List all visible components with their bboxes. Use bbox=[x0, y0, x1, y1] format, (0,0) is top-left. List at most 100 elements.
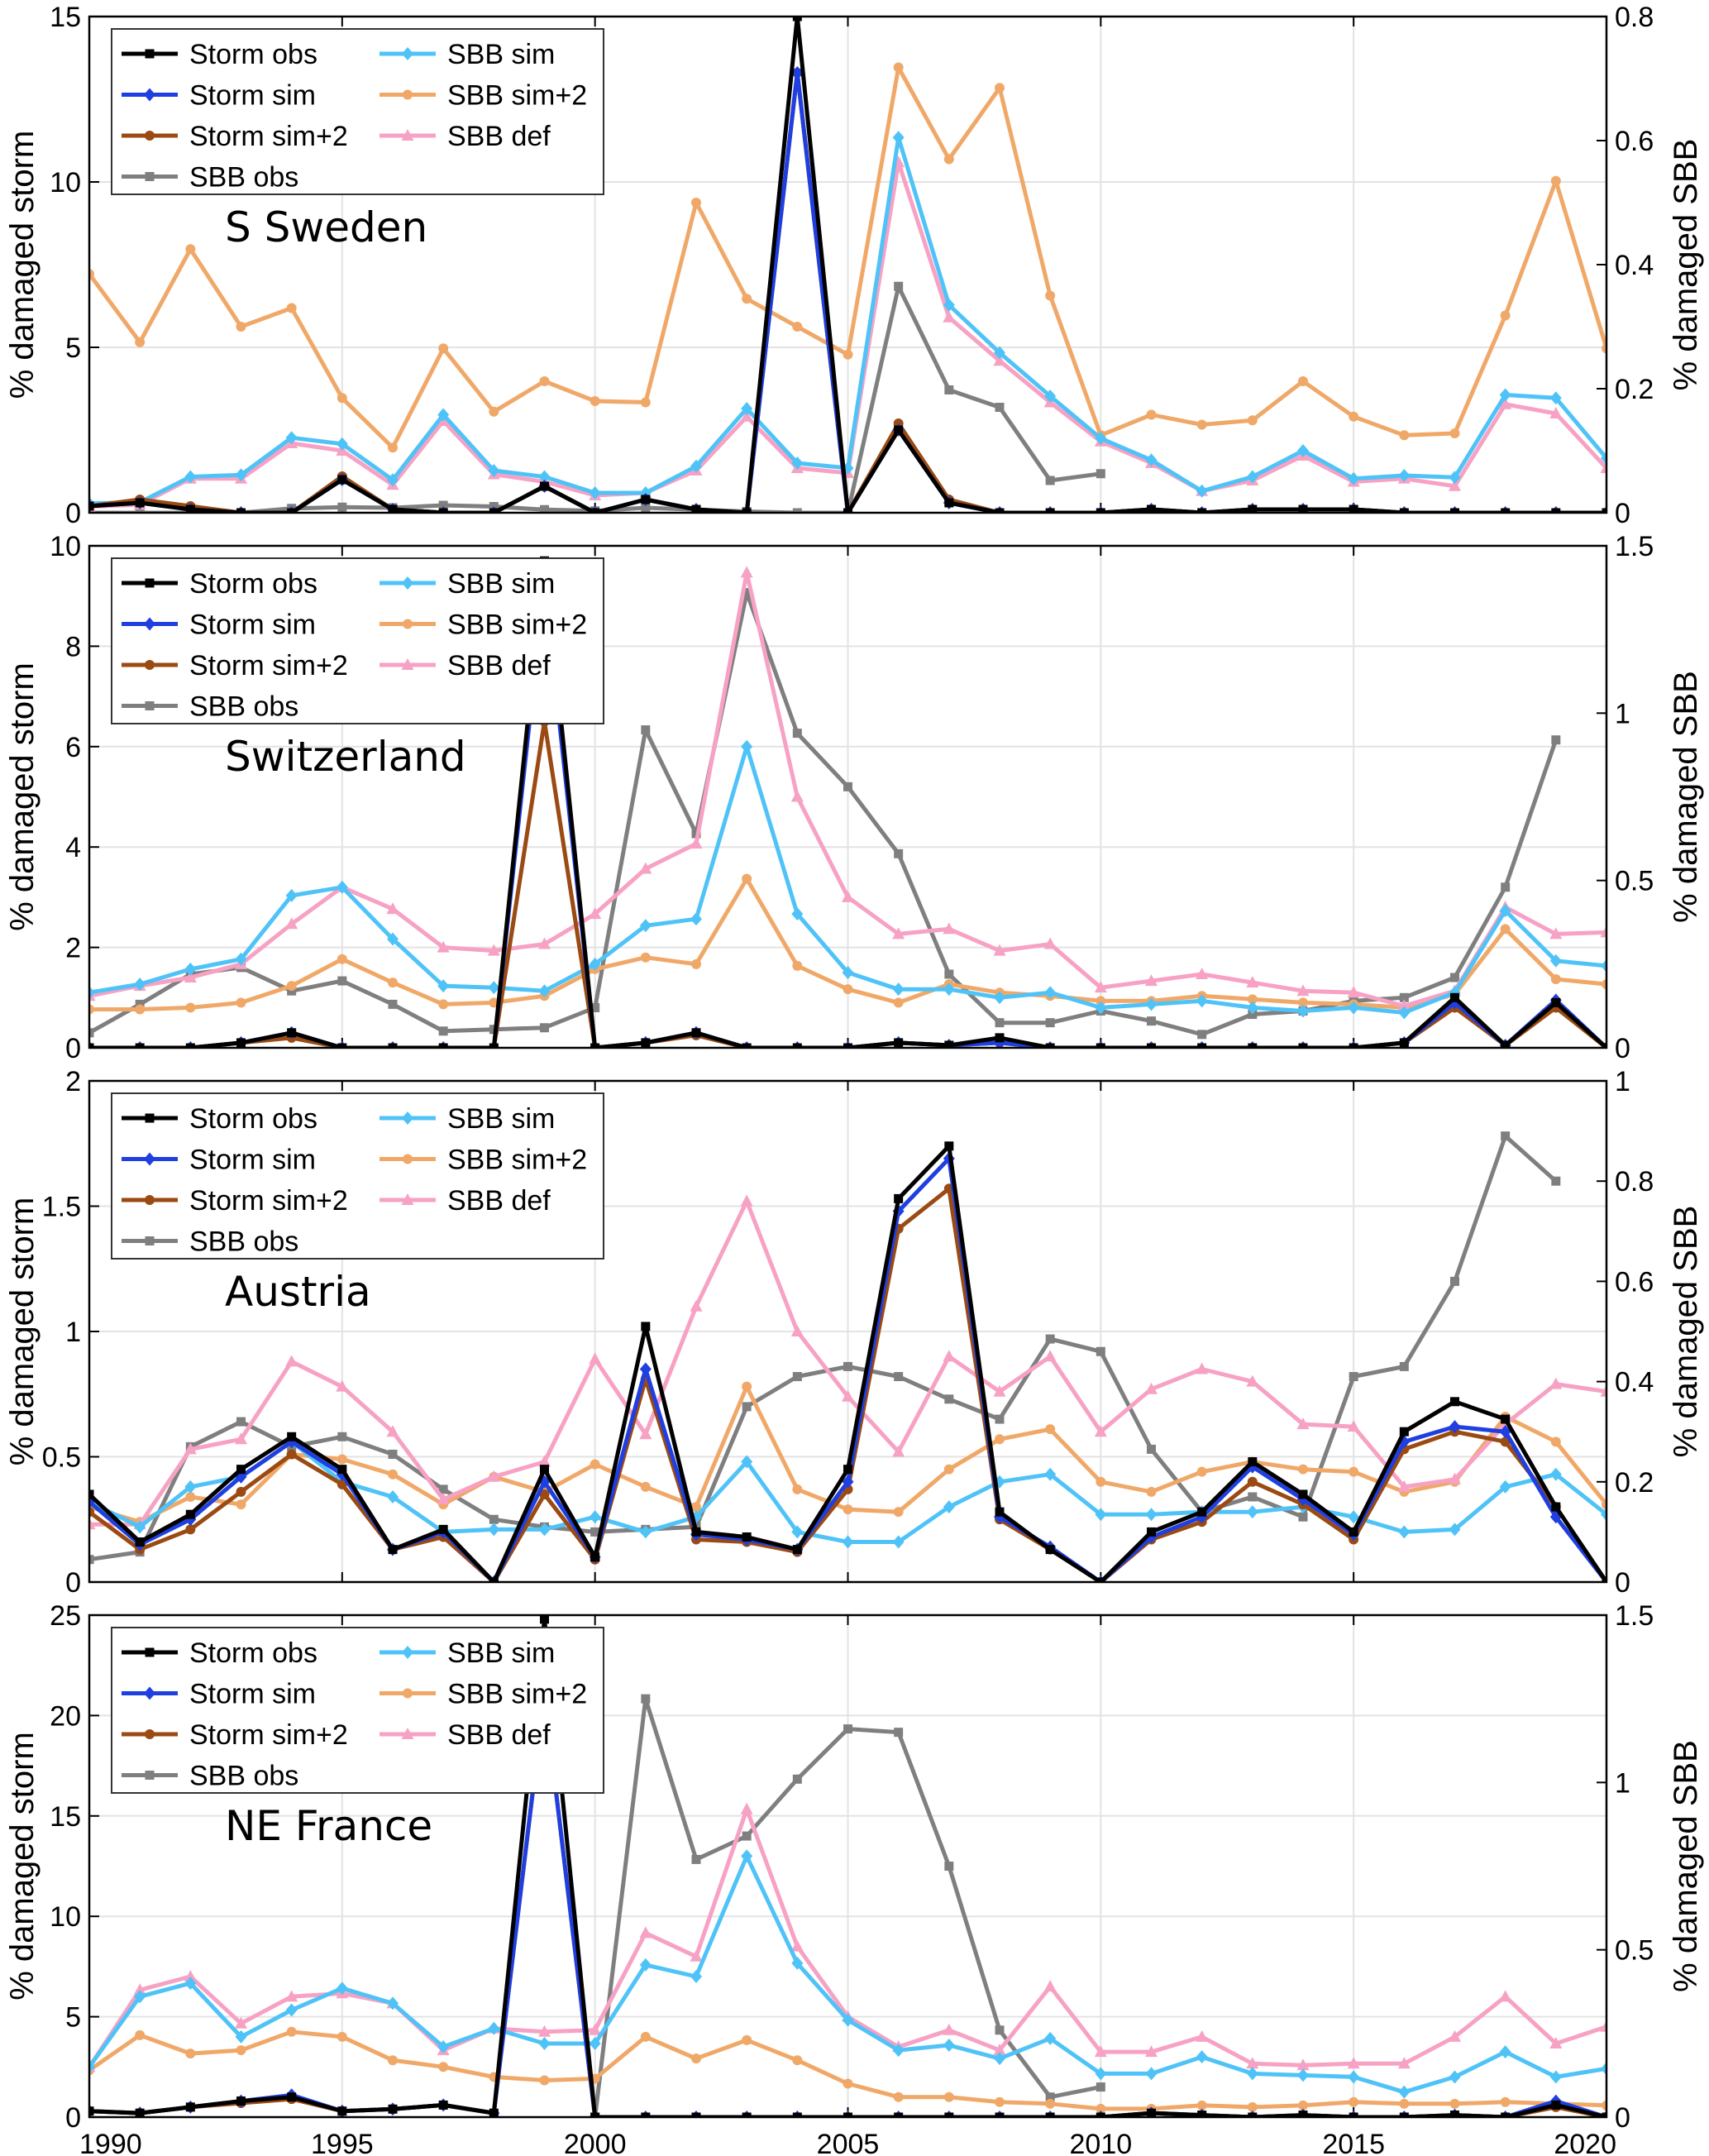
data-point-sbb-sim bbox=[1549, 1467, 1562, 1481]
data-point-sbb-simplus2 bbox=[236, 322, 246, 332]
data-point-sbb-obs bbox=[1399, 992, 1409, 1002]
data-point-sbb-simplus2 bbox=[438, 343, 449, 354]
data-point-storm-simplus2 bbox=[1247, 1476, 1258, 1487]
data-point-sbb-obs bbox=[641, 725, 651, 735]
data-point-sbb-def bbox=[842, 1389, 854, 1402]
data-point-sbb-sim bbox=[1044, 390, 1057, 403]
legend-label-storm-sim: Storm sim bbox=[189, 1145, 316, 1176]
data-point-sbb-simplus2 bbox=[640, 1481, 651, 1492]
data-point-storm-obs bbox=[792, 1545, 802, 1555]
data-point-sbb-def bbox=[1347, 2057, 1360, 2069]
y-tick-label-left: 0 bbox=[65, 1033, 81, 1064]
legend-marker-sbb-obs bbox=[145, 172, 155, 181]
data-point-sbb-def bbox=[1145, 1382, 1158, 1394]
x-tick-label: 2010 bbox=[1070, 2129, 1133, 2156]
legend-label-storm-sim: Storm sim bbox=[189, 1679, 316, 1710]
data-point-sbb-sim bbox=[336, 437, 348, 451]
data-point-sbb-obs bbox=[1096, 2082, 1105, 2092]
data-point-storm-obs bbox=[944, 1141, 954, 1151]
data-point-sbb-simplus2 bbox=[388, 978, 398, 988]
data-point-sbb-sim bbox=[1095, 1508, 1107, 1522]
data-point-sbb-obs bbox=[438, 500, 448, 510]
data-point-sbb-obs bbox=[944, 969, 954, 979]
data-point-sbb-obs bbox=[944, 1862, 954, 1871]
legend-label-sbb-obs: SBB obs bbox=[189, 1761, 298, 1792]
data-point-sbb-simplus2 bbox=[185, 244, 196, 255]
data-point-sbb-def bbox=[1296, 2058, 1310, 2071]
data-point-sbb-obs bbox=[944, 1394, 954, 1404]
data-point-storm-obs bbox=[185, 504, 195, 513]
data-point-sbb-simplus2 bbox=[1449, 2098, 1460, 2109]
data-point-storm-obs bbox=[1045, 1545, 1055, 1555]
data-point-storm-obs bbox=[742, 1532, 752, 1542]
data-point-sbb-def bbox=[1043, 937, 1057, 949]
data-point-storm-obs bbox=[540, 481, 549, 491]
data-point-sbb-obs bbox=[1197, 1030, 1207, 1040]
x-tick-label: 1990 bbox=[79, 2129, 142, 2156]
data-point-sbb-def bbox=[285, 917, 298, 930]
data-point-sbb-simplus2 bbox=[1196, 419, 1207, 430]
data-point-sbb-simplus2 bbox=[337, 2031, 347, 2042]
legend-box bbox=[111, 1627, 604, 1794]
data-point-sbb-simplus2 bbox=[590, 1459, 600, 1470]
data-point-sbb-obs bbox=[1096, 1346, 1105, 1356]
data-point-sbb-def bbox=[790, 1939, 804, 1952]
data-point-storm-obs bbox=[641, 2112, 651, 2117]
data-point-sbb-sim bbox=[1297, 444, 1309, 457]
data-point-sbb-simplus2 bbox=[135, 337, 146, 347]
data-point-sbb-def bbox=[1397, 1480, 1411, 1492]
data-point-storm-obs bbox=[89, 1043, 94, 1048]
data-point-storm-obs bbox=[1096, 1577, 1105, 1582]
data-point-sbb-obs bbox=[742, 1402, 752, 1412]
data-point-sbb-def bbox=[1296, 984, 1310, 997]
data-point-sbb-simplus2 bbox=[539, 2075, 550, 2086]
data-point-sbb-simplus2 bbox=[1096, 1476, 1106, 1487]
data-point-sbb-sim bbox=[538, 984, 551, 998]
data-point-sbb-simplus2 bbox=[185, 1002, 196, 1013]
data-point-sbb-def bbox=[892, 1445, 905, 1457]
data-point-sbb-simplus2 bbox=[792, 2055, 803, 2066]
data-point-sbb-sim bbox=[690, 912, 702, 926]
legend-marker-sbb-simplus2 bbox=[403, 89, 413, 100]
data-point-sbb-obs bbox=[388, 999, 398, 1009]
data-point-sbb-simplus2 bbox=[236, 997, 246, 1008]
data-point-storm-obs bbox=[1450, 2111, 1459, 2117]
data-point-sbb-def bbox=[589, 907, 602, 920]
data-point-storm-obs bbox=[135, 2108, 145, 2117]
data-point-sbb-def bbox=[437, 940, 450, 953]
data-point-sbb-simplus2 bbox=[1298, 2100, 1308, 2111]
data-point-sbb-obs bbox=[540, 1023, 549, 1033]
data-point-sbb-obs bbox=[1045, 476, 1055, 485]
data-point-storm-obs bbox=[1602, 1043, 1606, 1048]
data-point-storm-obs bbox=[641, 495, 651, 504]
data-point-storm-obs bbox=[1501, 1040, 1511, 1048]
data-point-sbb-def bbox=[1145, 974, 1158, 987]
legend-label-storm-obs: Storm obs bbox=[189, 1103, 317, 1135]
data-point-sbb-def bbox=[487, 944, 500, 956]
data-point-sbb-obs bbox=[894, 1372, 904, 1382]
data-point-sbb-sim bbox=[943, 982, 955, 997]
legend-marker-sbb-obs bbox=[145, 701, 155, 710]
data-point-sbb-simplus2 bbox=[1146, 409, 1157, 420]
legend-marker-sbb-sim bbox=[402, 1646, 413, 1659]
data-point-sbb-obs bbox=[1501, 882, 1511, 892]
y-tick-label-left: 0 bbox=[65, 2102, 81, 2134]
series-group bbox=[89, 1615, 1606, 2117]
data-point-sbb-simplus2 bbox=[1399, 430, 1410, 441]
data-point-sbb-simplus2 bbox=[843, 2078, 853, 2089]
data-point-sbb-sim bbox=[1246, 2067, 1258, 2081]
data-point-sbb-sim bbox=[1196, 994, 1208, 1008]
data-point-storm-obs bbox=[89, 501, 94, 511]
data-point-sbb-obs bbox=[1096, 469, 1105, 479]
data-point-sbb-sim bbox=[1145, 1508, 1158, 1522]
y-tick-label-left: 15 bbox=[50, 1801, 81, 1833]
data-point-storm-obs bbox=[388, 1545, 398, 1555]
data-point-sbb-sim bbox=[488, 1523, 500, 1537]
data-point-sbb-def bbox=[993, 2044, 1006, 2056]
data-point-sbb-def bbox=[1043, 1350, 1057, 1362]
legend-marker-sbb-sim bbox=[402, 576, 413, 590]
series-group bbox=[89, 17, 1606, 513]
y-tick-label-right: 1.5 bbox=[1615, 1600, 1654, 1632]
y-tick-label-right: 0.5 bbox=[1615, 1935, 1654, 1967]
data-point-sbb-sim bbox=[1348, 1001, 1360, 1015]
